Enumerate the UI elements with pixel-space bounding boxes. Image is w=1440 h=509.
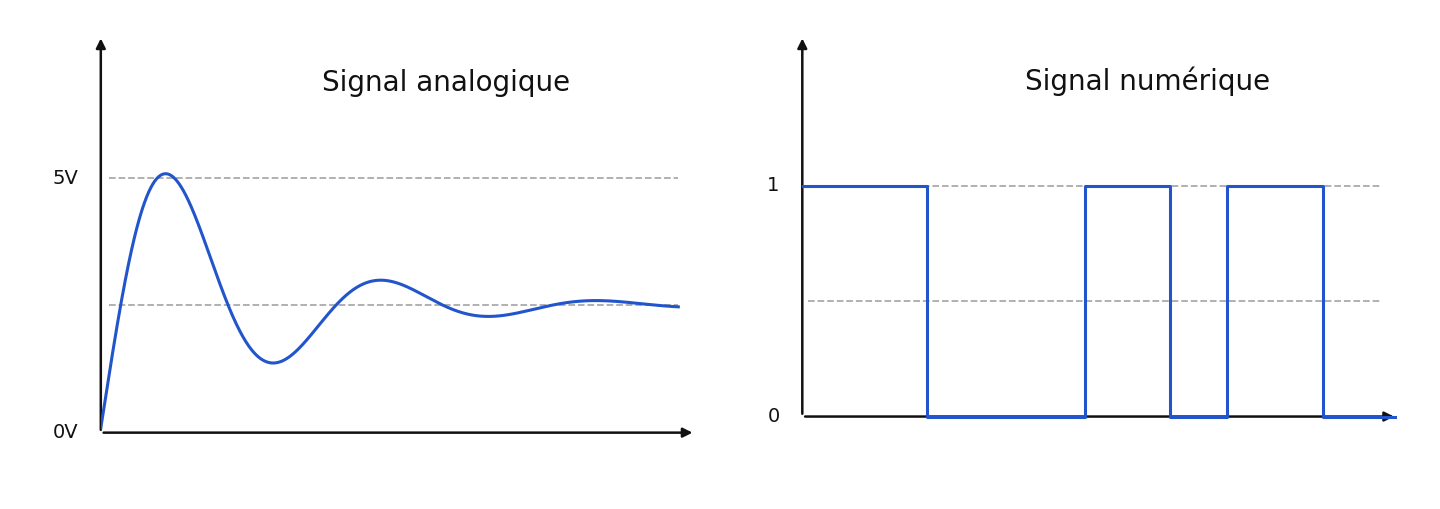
Text: 5V: 5V — [52, 168, 78, 188]
Text: 0: 0 — [768, 407, 779, 426]
Text: Signal numérique: Signal numérique — [1024, 67, 1270, 96]
Text: Signal analogique: Signal analogique — [321, 69, 570, 97]
Text: 1: 1 — [768, 176, 779, 195]
Text: 0V: 0V — [52, 423, 78, 442]
